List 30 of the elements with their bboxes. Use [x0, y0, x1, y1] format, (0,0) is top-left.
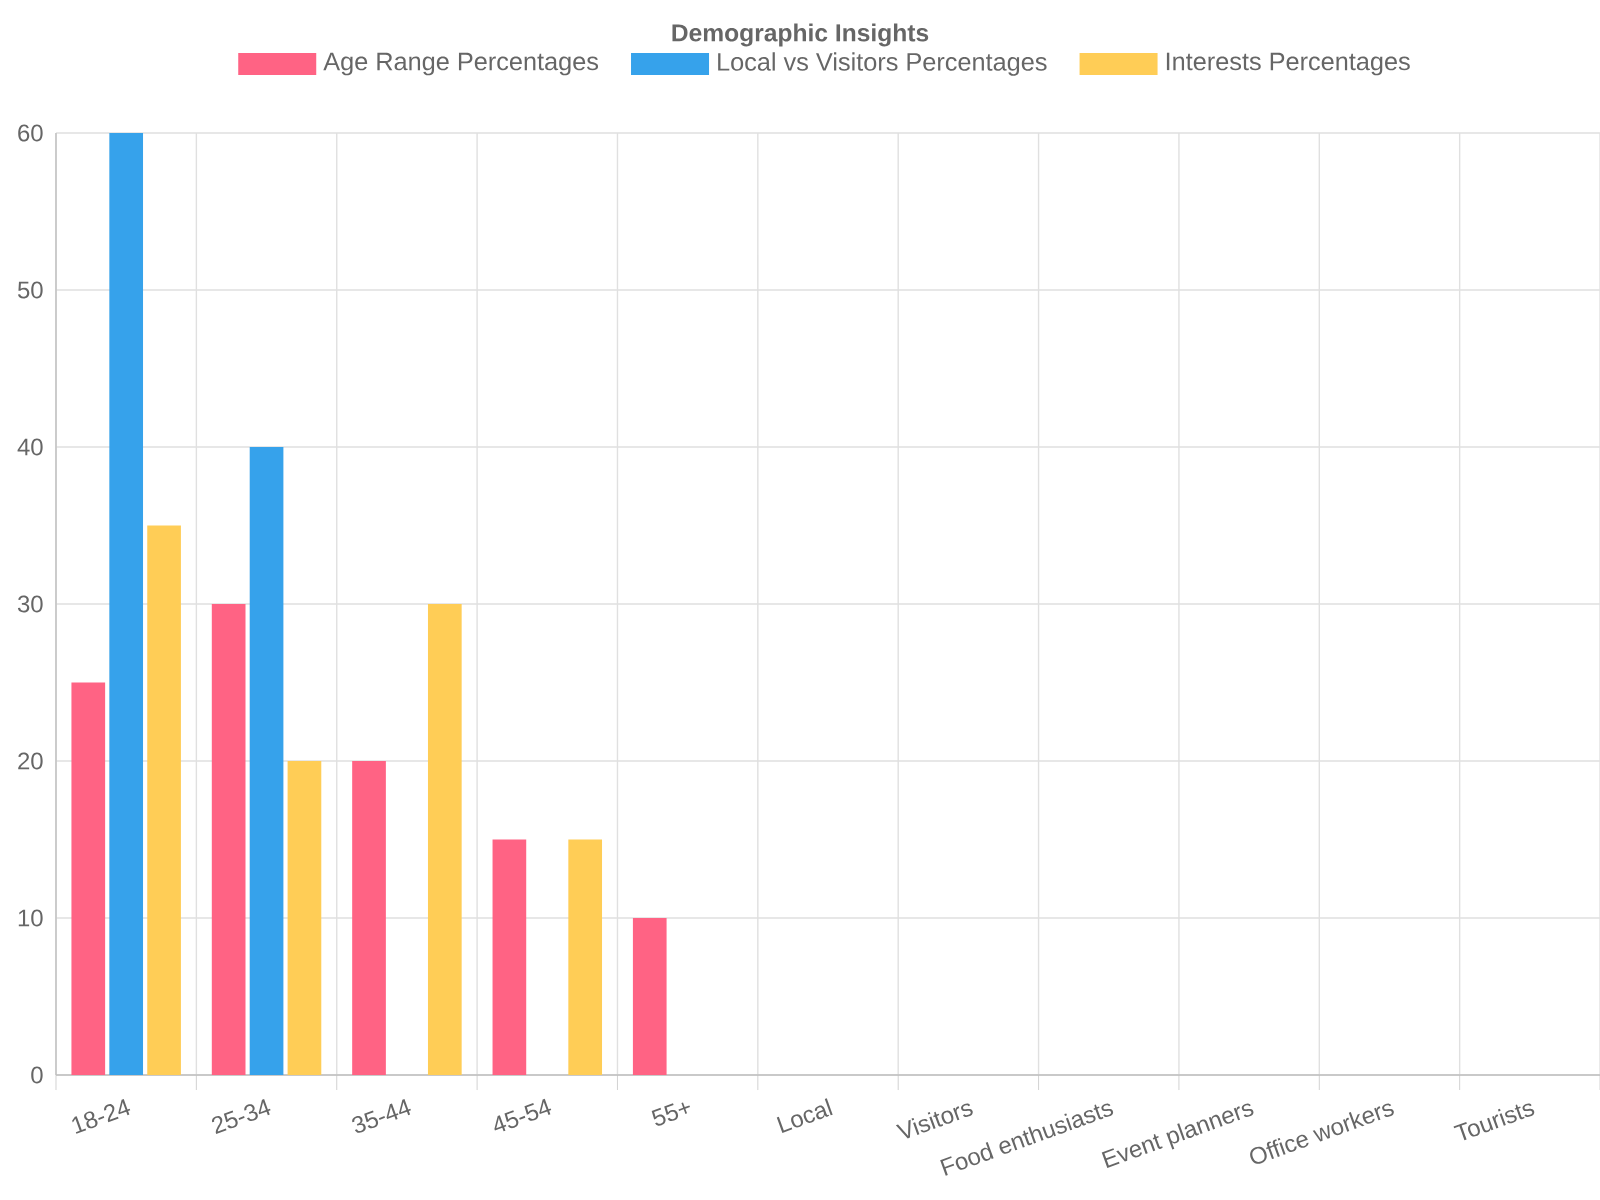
bar	[109, 133, 144, 1076]
chart-title: Demographic Insights	[672, 23, 929, 47]
y-tick-label: 40	[17, 438, 43, 456]
legend-label: Age Range Percentages	[323, 52, 599, 76]
bar	[352, 761, 386, 1076]
legend-label: Interests Percentages	[1166, 52, 1410, 76]
x-tick-label: 18-24	[72, 1099, 131, 1134]
x-tick-label: 25-34	[211, 1099, 271, 1134]
x-tick-label: Visitors	[895, 1103, 973, 1139]
y-tick-label: 20	[18, 752, 43, 770]
y-tick-label: 30	[17, 595, 43, 613]
bar	[211, 604, 246, 1076]
x-tick-label: Tourists	[1453, 1103, 1535, 1141]
bar	[568, 839, 603, 1076]
y-tick-label: 10	[18, 909, 43, 927]
x-tick-label: 55+	[651, 1102, 691, 1126]
bar	[147, 525, 181, 1076]
y-tick-label: 50	[17, 281, 43, 299]
legend-label: Local vs Visitors Percentages	[718, 52, 1047, 76]
x-tick-label: 45-54	[494, 1098, 552, 1132]
bar	[71, 682, 106, 1076]
y-tick-label: 60	[18, 124, 43, 142]
bar	[249, 447, 284, 1076]
bar	[287, 761, 322, 1076]
bar	[492, 839, 527, 1076]
bar	[427, 604, 462, 1076]
y-tick-label: 0	[31, 1066, 43, 1084]
x-tick-label: 35-44	[352, 1099, 411, 1133]
bar	[632, 918, 667, 1076]
x-tick-label: Local	[776, 1098, 833, 1133]
